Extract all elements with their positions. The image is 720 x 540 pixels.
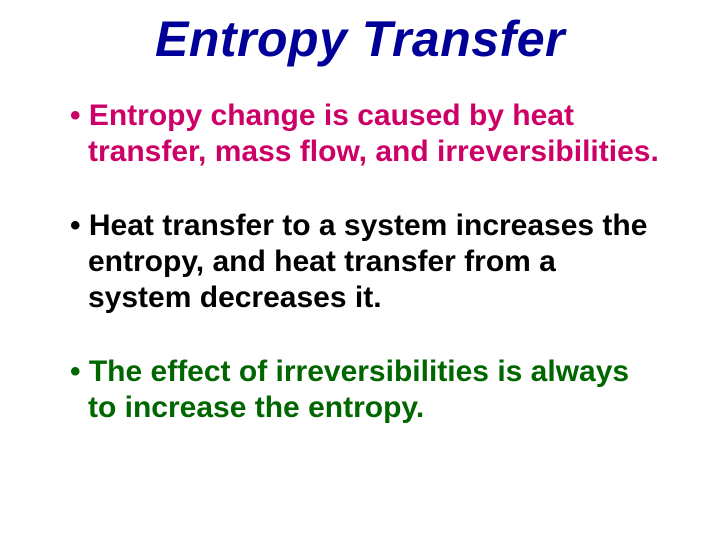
slide-title: Entropy Transfer xyxy=(40,10,680,68)
bullet-1: Entropy change is caused by heat transfe… xyxy=(70,98,660,170)
bullet-2: Heat transfer to a system increases the … xyxy=(70,208,660,316)
bullet-3: The effect of irreversibilities is alway… xyxy=(70,354,660,426)
slide-container: Entropy Transfer Entropy change is cause… xyxy=(0,0,720,540)
